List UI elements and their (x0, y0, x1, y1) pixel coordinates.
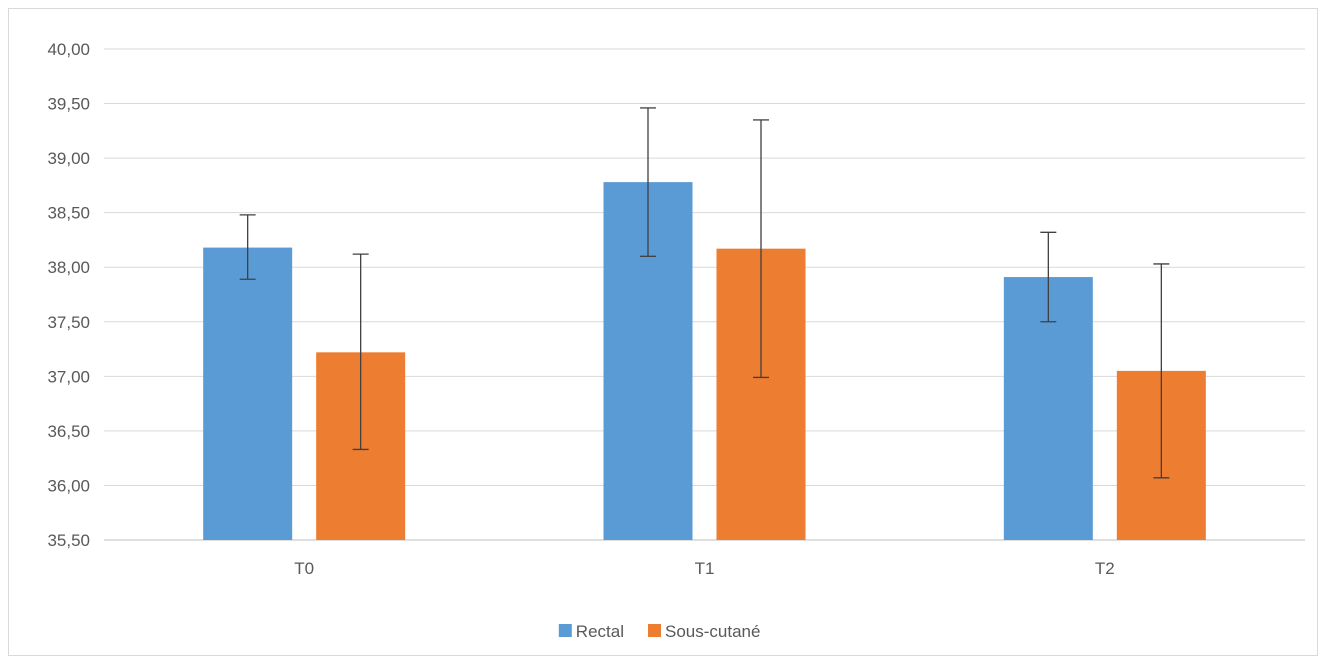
y-tick-label: 35,50 (47, 531, 90, 550)
legend-swatch (558, 624, 572, 637)
bar-t0-rectal (203, 247, 293, 541)
legend-label: Sous-cutané (665, 622, 760, 641)
x-tick-label: T2 (1095, 559, 1115, 578)
y-tick-label: 39,00 (47, 149, 90, 168)
gridlines (104, 48, 1305, 541)
y-tick-label: 38,00 (47, 258, 90, 277)
error-bar-t2-sous-cutane (1153, 263, 1170, 479)
y-tick-label: 40,00 (47, 40, 90, 59)
y-tick-label: 36,50 (47, 422, 90, 441)
error-bar-t2-rectal (1040, 231, 1057, 323)
x-tick-label: T0 (294, 559, 314, 578)
legend-label: Rectal (576, 622, 624, 641)
y-tick-label: 37,00 (47, 367, 90, 386)
x-tick-label: T1 (695, 559, 715, 578)
x-axis-labels: T0 T1 T2 (294, 559, 1115, 578)
y-tick-label: 39,50 (47, 95, 90, 114)
y-axis-ticks: 35,50 36,00 36,50 37,00 37,50 38,00 38,50 39,00… (47, 40, 90, 550)
y-tick-label: 38,50 (47, 204, 90, 223)
bar-chart: 35,50 36,00 36,50 37,00 37,50 38,00 38,50 39,00… (47, 40, 1305, 641)
chart-area: 35,50 36,00 36,50 37,00 37,50 38,00 38,50 39,00… (8, 8, 1318, 656)
error-bars (239, 107, 1170, 479)
error-bar-t1-sous-cutane (753, 119, 769, 379)
legend-item-rectal: Rectal (558, 622, 624, 641)
bars (203, 182, 1206, 541)
legend-item-sous-cutane: Sous-cutané (648, 622, 760, 641)
legend-swatch (648, 624, 661, 637)
y-tick-label: 36,00 (47, 476, 90, 495)
error-bar-t0-sous-cutane (352, 253, 369, 451)
error-bar-t1-rectal (640, 107, 656, 257)
legend: Rectal Sous-cutané (558, 622, 760, 641)
error-bar-t0-rectal (239, 214, 256, 280)
y-tick-label: 37,50 (47, 313, 90, 332)
